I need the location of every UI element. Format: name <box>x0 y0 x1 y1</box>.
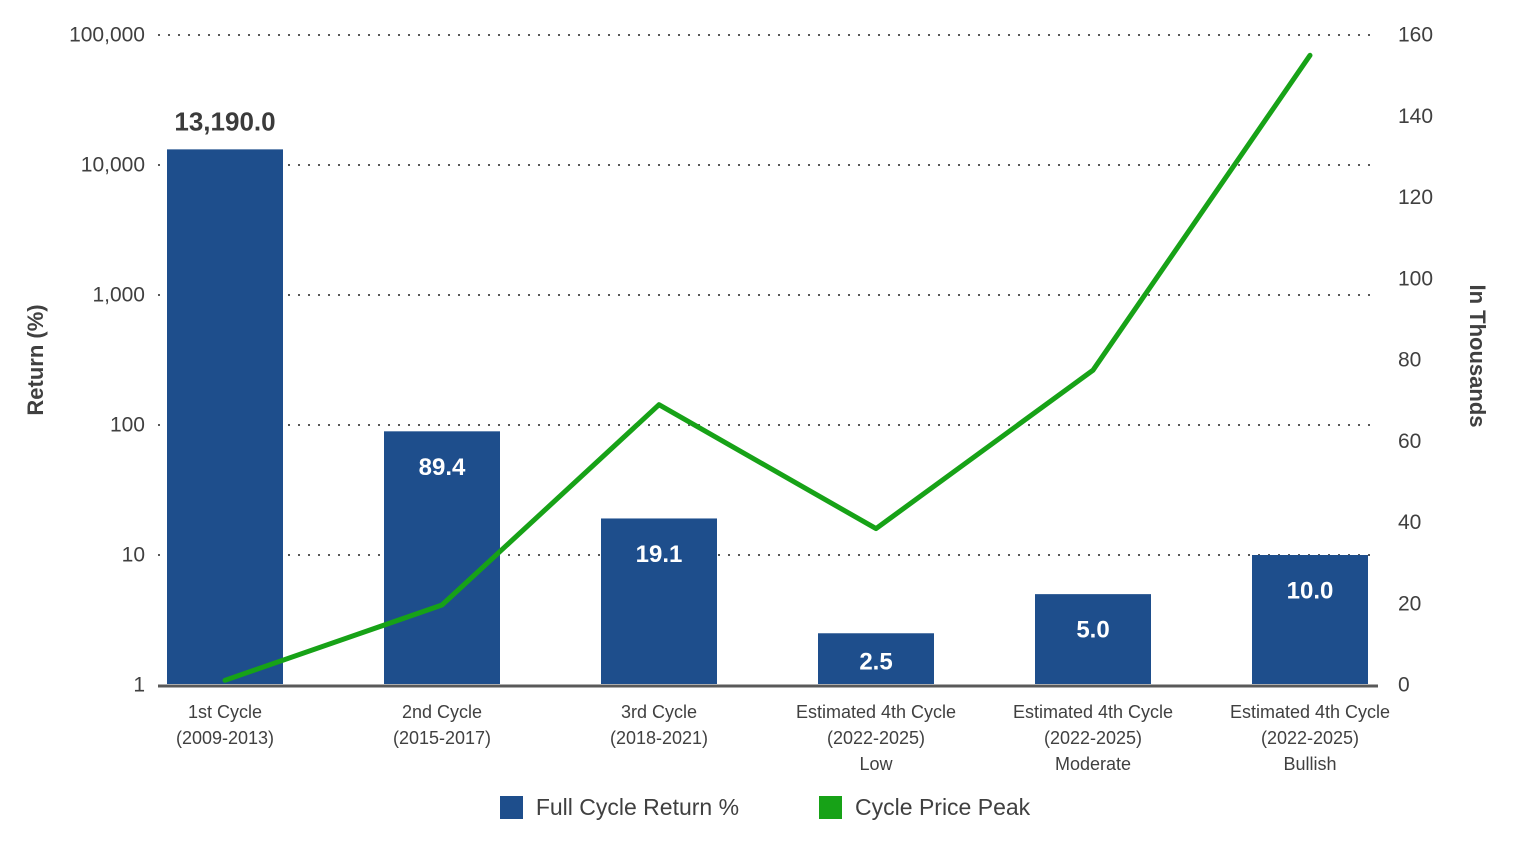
right-tick-80: 80 <box>1398 349 1421 372</box>
right-tick-100: 100 <box>1398 267 1433 290</box>
bar-value-label-0: 13,190.0 <box>174 106 275 136</box>
right-tick-0: 0 <box>1398 674 1410 697</box>
left-tick-100: 100 <box>110 414 145 437</box>
x-category-label-5: Estimated 4th Cycle (2022-2025) Bullish <box>1230 702 1390 774</box>
x-category-label-3: Estimated 4th Cycle (2022-2025) Low <box>796 702 956 774</box>
left-tick-1000: 1,000 <box>92 284 145 307</box>
bar-value-label-2: 19.1 <box>636 541 683 568</box>
right-tick-20: 20 <box>1398 592 1421 615</box>
bar-2 <box>601 518 717 684</box>
x-category-label-4: Estimated 4th Cycle (2022-2025) Moderate <box>1013 702 1173 774</box>
bar-0 <box>167 149 283 685</box>
legend: Full Cycle Return % Cycle Price Peak <box>0 794 1530 821</box>
bar-value-label-3: 2.5 <box>859 649 892 676</box>
line-series-swatch-icon <box>819 796 843 819</box>
left-tick-1: 1 <box>133 674 145 697</box>
bar-4 <box>1035 594 1151 684</box>
bar-3 <box>818 633 934 684</box>
bar-series-swatch-icon <box>499 796 523 819</box>
cycle-price-peak-line <box>222 52 1313 683</box>
legend-entry-bar-series: Full Cycle Return % <box>499 794 740 821</box>
legend-label-line-series: Cycle Price Peak <box>855 794 1031 820</box>
bar-value-label-1: 89.4 <box>419 454 466 481</box>
right-tick-40: 40 <box>1398 511 1421 534</box>
bar-value-label-4: 5.0 <box>1076 617 1109 644</box>
left-axis-title: Return (%) <box>23 304 48 416</box>
right-tick-160: 160 <box>1398 24 1433 47</box>
left-tick-10: 10 <box>122 544 145 567</box>
bar-1 <box>384 431 500 684</box>
x-category-label-2: 3rd Cycle (2018-2021) <box>610 702 708 748</box>
x-category-label-1: 2nd Cycle (2015-2017) <box>393 702 491 748</box>
right-tick-140: 140 <box>1398 105 1433 128</box>
right-tick-60: 60 <box>1398 430 1421 453</box>
right-axis-title: In Thousands <box>1465 284 1490 428</box>
left-tick-10000: 10,000 <box>81 154 145 177</box>
left-tick-100000: 100,000 <box>69 24 145 47</box>
x-category-label-0: 1st Cycle (2009-2013) <box>176 702 274 748</box>
bar-value-label-5: 10.0 <box>1287 578 1334 605</box>
legend-label-bar-series: Full Cycle Return % <box>535 794 740 820</box>
bar-5 <box>1252 555 1368 684</box>
right-tick-120: 120 <box>1398 186 1433 209</box>
legend-entry-line-series: Cycle Price Peak <box>819 794 1030 821</box>
